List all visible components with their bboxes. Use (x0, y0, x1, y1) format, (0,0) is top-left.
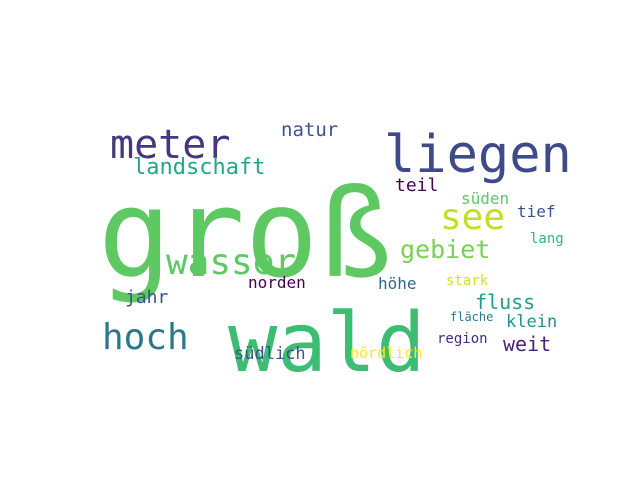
word-süden: süden (461, 189, 509, 208)
word-landschaft: landschaft (133, 155, 265, 180)
word-region: region (437, 331, 488, 347)
word-nördlich: nördlich (350, 344, 422, 362)
word-groß: groß (98, 163, 392, 305)
word-gebiet: gebiet (400, 235, 490, 264)
word-meter: meter (110, 122, 230, 168)
word-weit: weit (503, 332, 551, 356)
word-lang: lang (530, 231, 564, 247)
word-hoch: hoch (102, 317, 189, 358)
word-teil: teil (395, 175, 438, 196)
word-tief: tief (517, 202, 556, 221)
word-liegen: liegen (384, 125, 572, 185)
word-fluss: fluss (475, 290, 535, 314)
word-klein: klein (506, 312, 557, 332)
word-see: see (440, 197, 505, 238)
word-wasser: wasser (166, 242, 296, 283)
word-jahr: jahr (125, 287, 169, 308)
word-norden: norden (248, 273, 306, 292)
word-fläche: fläche (450, 310, 493, 324)
word-wald: wald (228, 296, 425, 391)
word-höhe: höhe (378, 274, 417, 293)
word-natur: natur (281, 119, 338, 141)
word-stark: stark (446, 273, 489, 289)
word-südlich: südlich (234, 344, 306, 364)
